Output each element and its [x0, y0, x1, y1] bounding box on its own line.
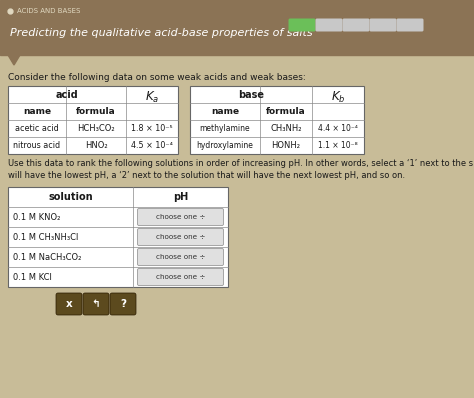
Text: HONH₂: HONH₂	[272, 141, 301, 150]
Text: acid: acid	[55, 90, 78, 100]
FancyBboxPatch shape	[316, 18, 343, 31]
Text: choose one ÷: choose one ÷	[156, 274, 205, 280]
FancyBboxPatch shape	[289, 18, 316, 31]
Bar	[8, 86, 178, 154]
Text: 4.4 × 10⁻⁴: 4.4 × 10⁻⁴	[318, 124, 358, 133]
Text: $K_a$: $K_a$	[145, 90, 159, 105]
Text: choose one ÷: choose one ÷	[156, 234, 205, 240]
Text: will have the lowest pH, a ‘2’ next to the solution that will have the next lowe: will have the lowest pH, a ‘2’ next to t…	[8, 170, 405, 179]
FancyBboxPatch shape	[137, 228, 224, 246]
Text: pH: pH	[173, 192, 188, 202]
Text: choose one ÷: choose one ÷	[156, 254, 205, 260]
Text: nitrous acid: nitrous acid	[13, 141, 61, 150]
Text: Predicting the qualitative acid-base properties of salts: Predicting the qualitative acid-base pro…	[10, 28, 313, 38]
Text: x: x	[65, 299, 73, 309]
Text: HCH₃CO₂: HCH₃CO₂	[77, 124, 115, 133]
Text: 0.1 M NaCH₃CO₂: 0.1 M NaCH₃CO₂	[13, 252, 82, 261]
Text: 1.1 × 10⁻⁸: 1.1 × 10⁻⁸	[318, 141, 358, 150]
Text: acetic acid: acetic acid	[15, 124, 59, 133]
FancyBboxPatch shape	[343, 18, 370, 31]
FancyBboxPatch shape	[56, 293, 82, 315]
Text: solution: solution	[48, 192, 93, 202]
Text: methylamine: methylamine	[200, 124, 250, 133]
Text: hydroxylamine: hydroxylamine	[197, 141, 254, 150]
FancyBboxPatch shape	[370, 18, 396, 31]
Text: ACIDS AND BASES: ACIDS AND BASES	[17, 8, 81, 14]
Bar	[0, 0, 474, 55]
Text: Consider the following data on some weak acids and weak bases:: Consider the following data on some weak…	[8, 74, 306, 82]
Bar	[190, 86, 364, 154]
FancyBboxPatch shape	[83, 293, 109, 315]
Text: formula: formula	[266, 107, 306, 116]
Text: ↰: ↰	[91, 299, 100, 309]
FancyBboxPatch shape	[137, 269, 224, 285]
FancyBboxPatch shape	[396, 18, 423, 31]
Text: choose one ÷: choose one ÷	[156, 214, 205, 220]
Bar	[8, 187, 228, 287]
Text: 4.5 × 10⁻⁴: 4.5 × 10⁻⁴	[131, 141, 173, 150]
Text: formula: formula	[76, 107, 116, 116]
Text: $K_b$: $K_b$	[331, 90, 345, 105]
Text: base: base	[238, 90, 264, 100]
Text: Use this data to rank the following solutions in order of increasing pH. In othe: Use this data to rank the following solu…	[8, 160, 473, 168]
FancyBboxPatch shape	[110, 293, 136, 315]
FancyBboxPatch shape	[137, 209, 224, 226]
Text: 0.1 M KCl: 0.1 M KCl	[13, 273, 52, 281]
FancyBboxPatch shape	[137, 248, 224, 265]
Polygon shape	[8, 55, 20, 65]
Text: CH₃NH₂: CH₃NH₂	[270, 124, 302, 133]
Text: HNO₂: HNO₂	[85, 141, 107, 150]
Text: name: name	[23, 107, 51, 116]
Text: name: name	[211, 107, 239, 116]
Text: 0.1 M CH₃NH₃Cl: 0.1 M CH₃NH₃Cl	[13, 232, 78, 242]
Text: 1.8 × 10⁻⁵: 1.8 × 10⁻⁵	[131, 124, 173, 133]
Text: ?: ?	[120, 299, 126, 309]
Text: 0.1 M KNO₂: 0.1 M KNO₂	[13, 213, 60, 222]
